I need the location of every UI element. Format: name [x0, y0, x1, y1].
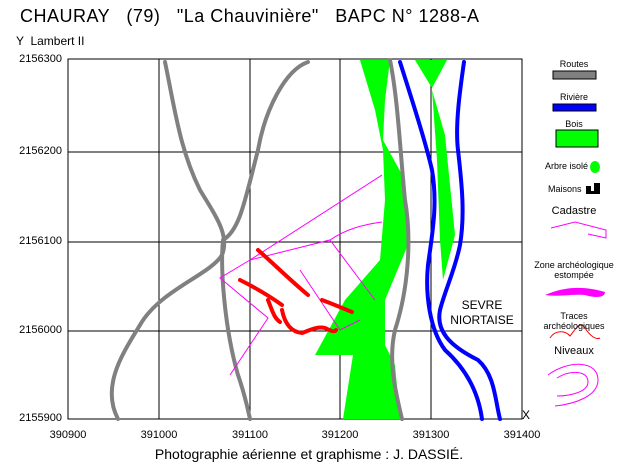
legend-houses-swatch	[586, 183, 600, 194]
legend-label-cadastre: Cadastre	[551, 205, 597, 217]
x-tick: 391100	[232, 429, 268, 441]
legend-label-traces: Traces archéologiques	[543, 311, 605, 331]
legend-label-levels: Niveaux	[554, 345, 594, 357]
legend-tree-swatch	[590, 161, 600, 173]
legend-traces-swatch	[549, 324, 601, 339]
legend-river-swatch	[552, 103, 597, 112]
x-tick: 390900	[49, 429, 87, 441]
legend-label-roads: Routes	[559, 59, 589, 69]
woods-area	[315, 60, 455, 419]
photo-credit: Photographie aérienne et graphisme : J. …	[154, 446, 464, 462]
legend-zone-swatch	[545, 287, 605, 297]
river-label-line1: SEVRE	[461, 298, 503, 312]
legend-woods-swatch	[555, 129, 599, 148]
cadastre-lines	[219, 174, 383, 376]
legend-cadastre-swatch	[550, 221, 607, 239]
x-axis-symbol: X	[522, 408, 531, 422]
legend-roads-swatch	[552, 70, 597, 80]
x-tick: 391400	[503, 429, 541, 441]
legend-label-zone: Zone archéologique estompée	[534, 260, 614, 280]
archaeological-traces	[238, 248, 354, 335]
map-title: CHAURAY (79) "La Chauvinière" BAPC N° 12…	[20, 6, 480, 26]
x-tick: 391000	[140, 429, 178, 441]
roads	[109, 58, 411, 421]
y-tick: 2156000	[19, 324, 62, 336]
y-tick: 2156300	[19, 53, 62, 65]
legend-graphics	[545, 70, 607, 407]
legend-levels-swatch	[547, 363, 599, 407]
y-tick: 2155900	[19, 412, 62, 424]
legend-label-houses: Maisons	[548, 184, 582, 194]
x-tick: 391300	[412, 429, 450, 441]
x-tick: 391200	[321, 429, 359, 441]
projection-label: Y Lambert II	[16, 34, 85, 48]
y-tick: 2156200	[19, 145, 62, 157]
legend-label-tree: Arbre isolé	[545, 161, 589, 171]
y-tick: 2156100	[19, 235, 62, 247]
river	[398, 60, 502, 421]
river-label: SEVRE NIORTAISE	[442, 298, 522, 328]
river-label-line2: NIORTAISE	[450, 313, 514, 327]
legend-label-river: Rivière	[559, 92, 588, 102]
legend-label-woods: Bois	[565, 119, 583, 129]
